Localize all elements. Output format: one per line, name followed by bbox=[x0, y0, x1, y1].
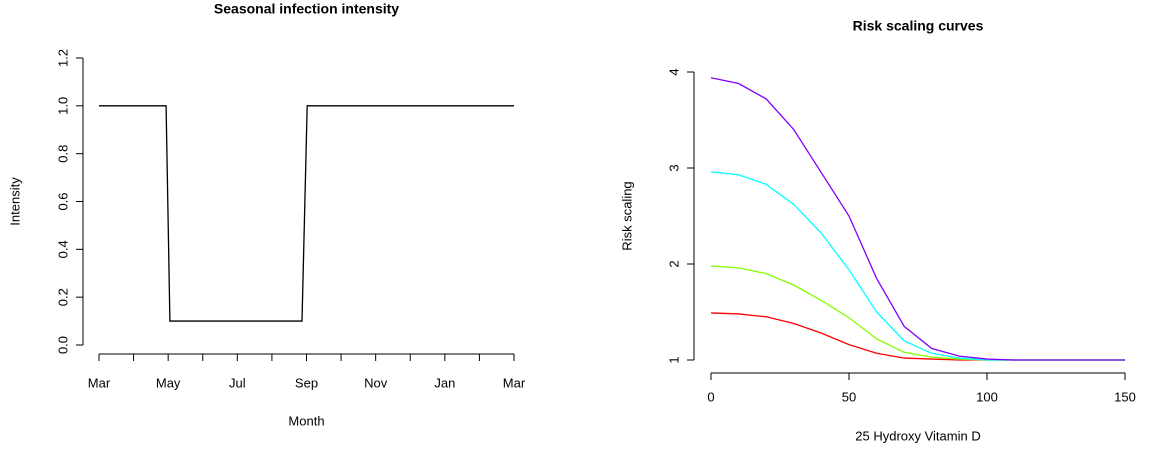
x-tick-label: Mar bbox=[503, 375, 526, 390]
data-line bbox=[710, 171, 1125, 361]
y-tick-label: 1 bbox=[666, 356, 681, 363]
y-tick-label: 0.2 bbox=[55, 288, 70, 306]
data-line bbox=[710, 312, 1125, 361]
x-axis-label: Month bbox=[288, 413, 324, 428]
chart-title: Seasonal infection intensity bbox=[214, 1, 399, 17]
x-tick-label: 150 bbox=[1114, 389, 1136, 404]
y-tick-label: 0.4 bbox=[55, 240, 70, 258]
y-tick-label: 4 bbox=[666, 68, 681, 75]
data-line bbox=[710, 77, 1125, 361]
chart-title: Risk scaling curves bbox=[853, 18, 984, 34]
x-tick-label: Nov bbox=[364, 375, 388, 390]
data-line bbox=[710, 265, 1125, 361]
y-tick-label: 0.0 bbox=[55, 336, 70, 354]
x-tick-label: 100 bbox=[976, 389, 998, 404]
x-tick-label: Jan bbox=[434, 375, 455, 390]
y-tick-label: 2 bbox=[666, 260, 681, 267]
x-tick-label: 50 bbox=[842, 389, 856, 404]
y-tick-label: 1.0 bbox=[55, 97, 70, 115]
y-tick-label: 0.8 bbox=[55, 145, 70, 163]
y-tick-label: 0.6 bbox=[55, 192, 70, 210]
x-tick-label: Mar bbox=[88, 375, 111, 390]
data-line bbox=[99, 105, 514, 322]
x-tick-label: May bbox=[156, 375, 181, 390]
x-tick-label: Sep bbox=[295, 375, 318, 390]
y-tick-label: 1.2 bbox=[55, 49, 70, 67]
x-tick-label: 0 bbox=[707, 389, 714, 404]
y-tick-label: 3 bbox=[666, 164, 681, 171]
x-axis-label: 25 Hydroxy Vitamin D bbox=[855, 428, 980, 443]
y-axis-label: Intensity bbox=[7, 177, 22, 226]
y-axis-label: Risk scaling bbox=[619, 181, 634, 250]
x-tick-label: Jul bbox=[229, 375, 246, 390]
